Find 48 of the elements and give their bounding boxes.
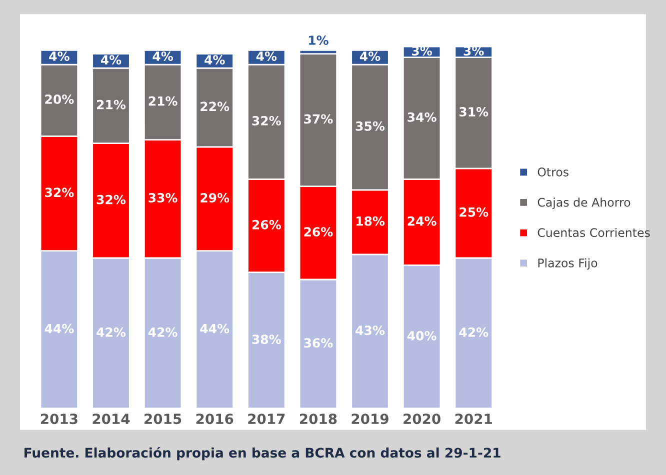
x-tick-label: 2016 [196,414,234,424]
data-label: 4% [204,55,225,65]
data-label: 4% [152,52,174,61]
data-label: 35% [356,121,385,131]
data-label: 32% [96,194,126,204]
data-label: 4% [100,55,122,65]
data-label: 29% [200,193,230,203]
data-label: 38% [252,334,281,344]
data-label: 18% [356,216,385,226]
data-label: 33% [148,193,178,203]
data-label: 4% [360,52,380,61]
x-tick-label: 2019 [352,414,388,424]
data-label: 4% [256,52,277,61]
data-label: 42% [459,327,488,337]
legend-label: Cajas de Ahorro [538,198,630,210]
data-label: 44% [200,324,230,334]
x-tick-label: 2017 [248,414,285,424]
data-label: 26% [304,227,333,237]
data-label: 22% [200,102,230,112]
data-label: 43% [356,326,385,336]
data-label: 44% [44,324,74,334]
data-label: 21% [97,100,126,110]
x-tick-label: 2013 [40,414,78,424]
data-label: 37% [304,114,333,124]
legend-label: Plazos Fijo [538,258,598,270]
data-label: 26% [252,220,281,230]
data-label: 32% [45,188,74,198]
data-label: 36% [304,338,333,348]
legend-label: Cuentas Corrientes [538,228,650,238]
data-label: 31% [459,107,488,117]
data-label: 25% [460,207,488,217]
data-label: 4% [49,52,70,61]
legend-label: Otros [538,168,568,176]
data-label: 34% [408,112,436,122]
data-label: 20% [45,94,74,104]
data-label: 21% [148,96,178,106]
x-tick-label: 2015 [144,414,182,424]
x-tick-label: 2014 [92,414,130,424]
x-tick-label: 2018 [300,414,337,424]
source-note: Fuente. Elaboración propia en base a BCRA con datos al 29-1-21 [24,446,500,460]
data-label: 24% [408,216,436,226]
x-tick-label: 2020 [404,414,440,424]
data-label: 42% [148,327,178,337]
data-label: 32% [252,116,281,126]
x-tick-label: 2021 [455,414,492,424]
data-label: 1% [309,36,328,45]
data-label: 40% [407,331,436,340]
data-label: 42% [96,327,126,337]
